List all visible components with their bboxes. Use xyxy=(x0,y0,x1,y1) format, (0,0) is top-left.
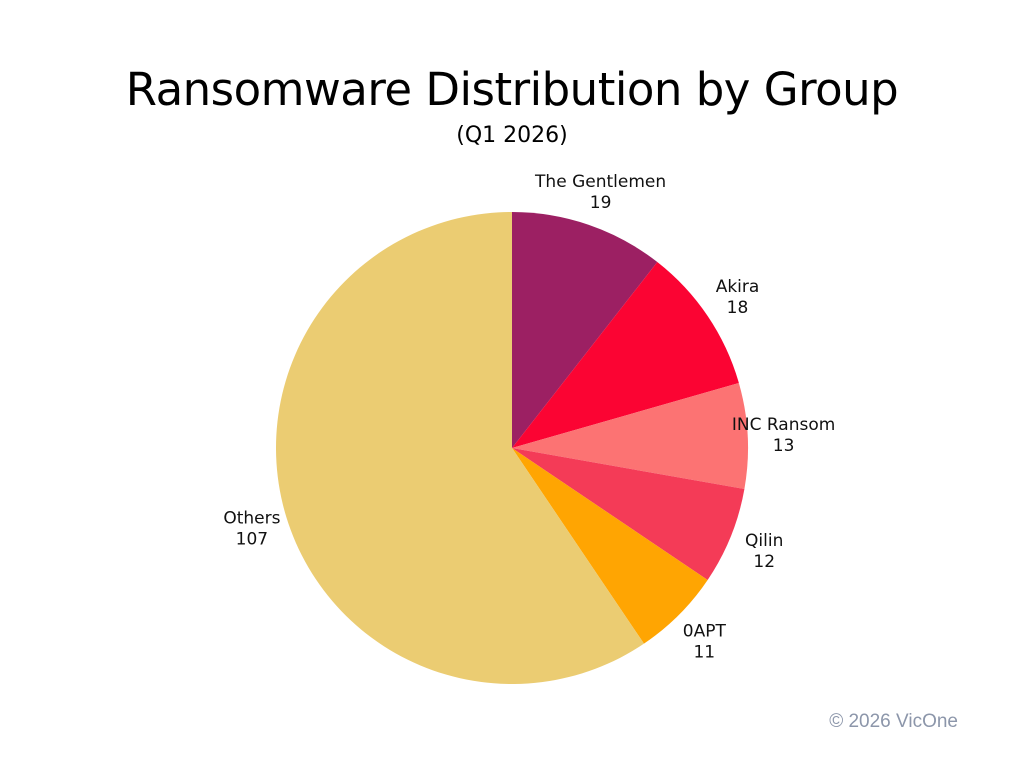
pie-slice-inc-ransom xyxy=(512,382,748,489)
pie-label-akira: Akira 18 xyxy=(716,277,760,318)
pie-label-0apt: 0APT 11 xyxy=(683,621,727,662)
pie-label-inc-ransom: INC Ransom 13 xyxy=(732,415,835,456)
pie-slice-0apt xyxy=(512,448,708,644)
pie-label-qilin: Qilin 12 xyxy=(745,531,783,572)
pie-label-the-gentlemen: The Gentlemen 19 xyxy=(534,172,666,213)
chart-subtitle: (Q1 2026) xyxy=(456,123,568,148)
pie-label-others: Others 107 xyxy=(223,509,280,550)
pie-slice-akira xyxy=(512,262,739,448)
pie-slices-group xyxy=(275,211,748,685)
pie-labels-group: The Gentlemen 19 Akira 18 INC Ransom 13 Qilin 1… xyxy=(223,172,835,662)
pie-slice-qilin xyxy=(512,448,745,580)
copyright-credit: © 2026 VicOne xyxy=(829,711,958,732)
pie-slice-the-gentlemen xyxy=(512,212,658,448)
pie-slice-others xyxy=(275,211,644,685)
chart-title: Ransomware Distribution by Group xyxy=(125,63,899,116)
